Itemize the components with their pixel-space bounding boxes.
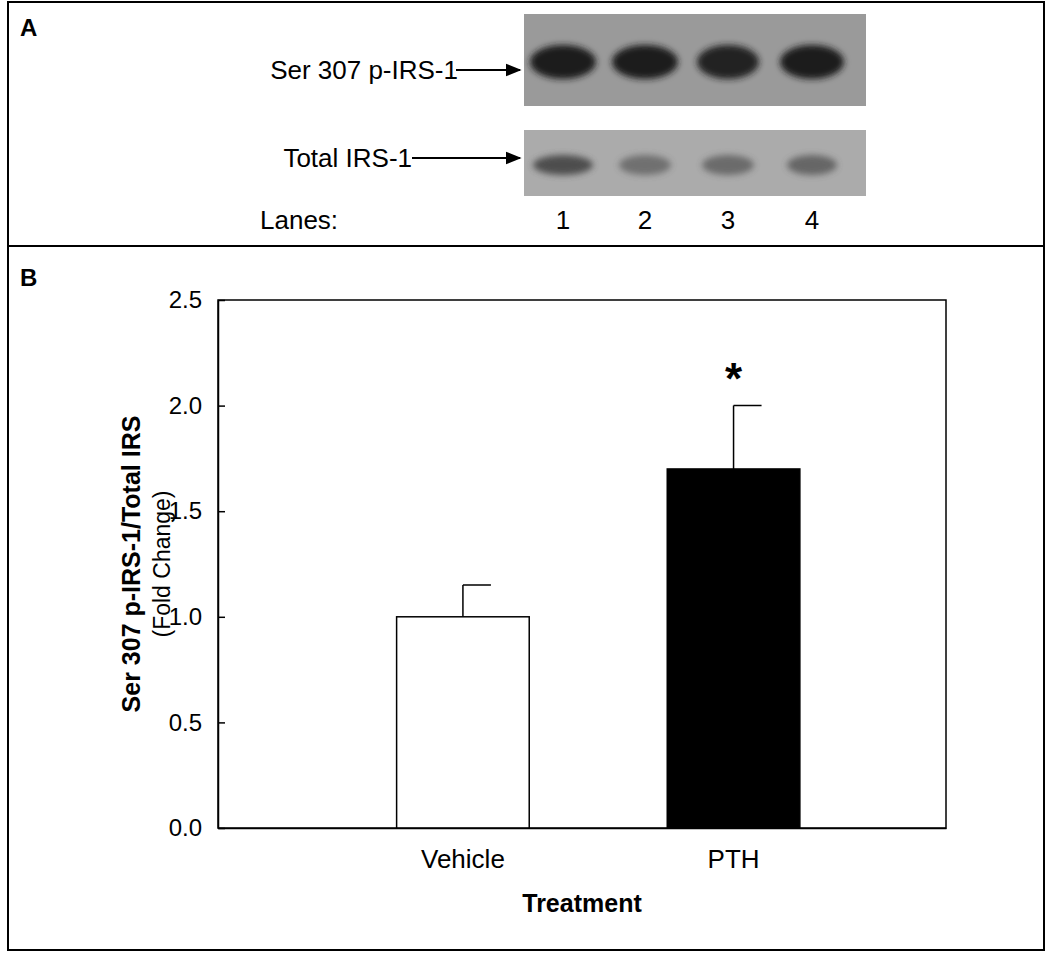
blot-band	[697, 45, 759, 79]
arrow	[456, 69, 520, 71]
lane-number: 2	[638, 205, 652, 235]
plot-frame	[218, 300, 946, 828]
blot-strip	[524, 14, 866, 106]
x-axis-title: Treatment	[522, 889, 642, 917]
significance-marker: *	[725, 354, 743, 403]
y-axis-title: Ser 307 p-IRS-1/Total IRS	[117, 416, 145, 713]
lane-number: 1	[556, 205, 570, 235]
error-bar	[463, 585, 491, 617]
y-tick-mark	[218, 617, 225, 619]
y-tick: 1.0	[169, 603, 225, 630]
y-tick-label: 2.0	[169, 392, 202, 419]
x-tick-label: PTH	[708, 844, 760, 874]
y-tick-label: 2.5	[169, 286, 202, 313]
blot-background	[524, 130, 866, 196]
y-axis: 0.0 0.5 1.0 1.5 2.0 2.5	[169, 286, 225, 841]
blot-row-label: Total IRS-1	[283, 143, 412, 173]
lane-number: 3	[721, 205, 735, 235]
y-tick-label: 0.5	[169, 709, 202, 736]
y-tick: 1.5	[169, 497, 225, 524]
blot-band	[702, 155, 754, 175]
bar	[667, 469, 800, 828]
arrow	[412, 157, 520, 159]
blot-strip	[524, 130, 866, 196]
panel-divider	[8, 245, 1044, 247]
y-tick-mark	[218, 722, 225, 724]
y-tick-mark	[218, 405, 225, 407]
y-tick: 0.0	[169, 814, 225, 841]
x-tick-label: Vehicle	[421, 844, 505, 874]
bar	[397, 617, 530, 828]
outer-frame	[8, 2, 1044, 950]
lane-number: 4	[805, 205, 819, 235]
y-axis-subtitle: (Fold Change)	[149, 490, 175, 637]
blot-band	[530, 45, 596, 79]
blot-background	[524, 14, 866, 106]
y-tick-label: 0.0	[169, 814, 202, 841]
x-tick: Vehicle	[421, 828, 505, 874]
x-axis-line	[219, 828, 947, 830]
blot-band	[787, 155, 837, 175]
y-tick-mark	[218, 511, 225, 513]
plot-marks	[397, 406, 800, 828]
y-tick: 2.5	[169, 286, 225, 313]
figure: A Ser 307 p-IRS-1 Total IRS-1 Lanes: 1 2 3 4 B * 0…	[0, 0, 1050, 957]
y-tick: 2.0	[169, 392, 225, 419]
panel-label: A	[20, 14, 37, 41]
y-tick: 0.5	[169, 709, 225, 736]
blot-band	[780, 45, 844, 79]
blot-band	[533, 155, 593, 175]
y-tick-mark	[218, 300, 225, 302]
panel-label: B	[20, 264, 37, 291]
blot-band	[612, 45, 678, 79]
y-axis-line	[218, 301, 220, 829]
x-tick: PTH	[708, 828, 760, 874]
lanes-label: Lanes:	[260, 205, 338, 235]
blot-band	[619, 155, 671, 175]
error-bar	[734, 406, 762, 469]
blot-row-label: Ser 307 p-IRS-1	[270, 55, 458, 85]
x-axis: Vehicle PTH	[219, 828, 947, 874]
